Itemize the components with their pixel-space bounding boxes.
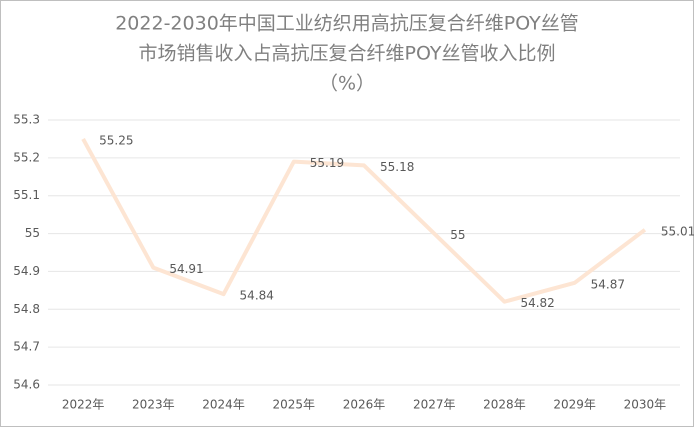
y-tick-label: 55.3 [13,113,40,127]
x-tick-label: 2025年 [273,398,316,412]
x-tick-label: 2026年 [343,398,386,412]
x-tick-label: 2030年 [624,398,667,412]
data-label: 54.82 [520,296,554,310]
x-tick-label: 2029年 [553,398,596,412]
x-tick-label: 2028年 [483,398,526,412]
data-label: 55.25 [99,133,133,147]
x-tick-label: 2027年 [413,398,456,412]
chart-title: 市场销售收入占高抗压复合纤维POY丝管收入比例 [139,43,556,65]
x-tick-label: 2022年 [62,398,105,412]
y-tick-label: 55 [25,226,40,240]
data-line [81,137,647,304]
data-label: 55.19 [310,156,344,170]
x-tick-label: 2024年 [202,398,245,412]
data-label: 55 [450,228,465,242]
y-tick-label: 55.1 [13,188,40,202]
y-tick-label: 54.7 [13,340,40,354]
data-label: 55.18 [380,160,414,174]
y-tick-label: 54.9 [13,264,40,278]
chart-title: （%） [319,73,375,95]
data-label: 54.91 [169,262,203,276]
y-tick-label: 54.6 [13,378,40,392]
data-label: 54.84 [240,289,274,303]
y-tick-label: 55.2 [13,150,40,164]
x-tick-label: 2023年 [132,398,175,412]
chart-title: 2022-2030年中国工业纺织用高抗压复合纤维POY丝管 [115,13,579,35]
y-tick-label: 54.8 [13,302,40,316]
data-label: 54.87 [591,277,625,291]
data-label: 55.01 [661,224,694,238]
